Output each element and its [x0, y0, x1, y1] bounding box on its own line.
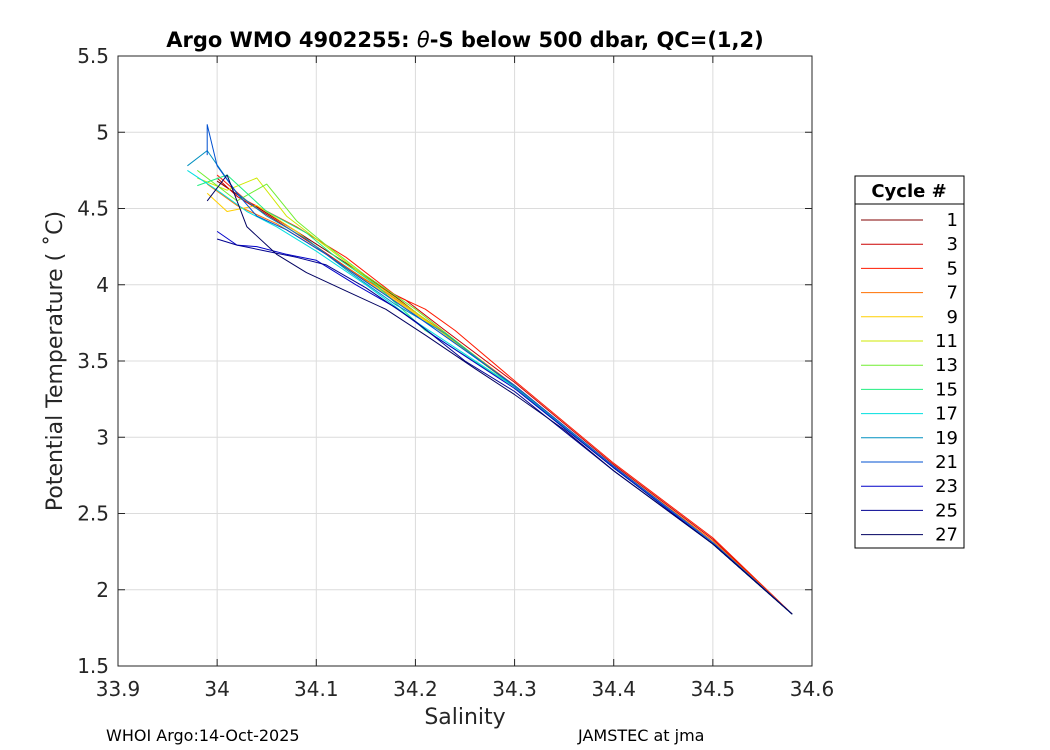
x-tick-label: 34.1 — [294, 677, 339, 701]
series-line-cycle-21 — [206, 124, 793, 615]
x-tick-label: 34.3 — [492, 677, 537, 701]
y-tick-label: 2 — [96, 578, 109, 602]
legend-label-cycle-7: 7 — [947, 283, 958, 304]
legend-label-cycle-19: 19 — [935, 428, 958, 449]
y-tick-label: 1.5 — [77, 654, 109, 678]
legend-label-cycle-11: 11 — [935, 331, 958, 352]
legend-label-cycle-21: 21 — [935, 452, 958, 473]
legend-label-cycle-5: 5 — [947, 258, 958, 279]
y-axis-label: Potential Temperature ( ˚C) — [43, 211, 68, 511]
y-tick-label: 4.5 — [77, 197, 109, 221]
y-tick-label: 5.5 — [77, 44, 109, 68]
series-line-cycle-23 — [216, 230, 793, 615]
legend-label-cycle-15: 15 — [935, 379, 958, 400]
legend-label-cycle-27: 27 — [935, 525, 958, 546]
x-axis-label: Salinity — [424, 705, 505, 730]
x-tick-label: 33.9 — [96, 677, 141, 701]
legend-title: Cycle # — [871, 181, 946, 202]
y-tick-label: 3.5 — [77, 349, 109, 373]
x-tick-label: 34.5 — [691, 677, 736, 701]
y-tick-label: 3 — [96, 425, 109, 449]
legend-label-cycle-23: 23 — [935, 476, 958, 497]
footer-right: JAMSTEC at jma — [577, 726, 704, 745]
legend-label-cycle-9: 9 — [947, 307, 958, 328]
x-tick-label: 34.4 — [591, 677, 636, 701]
y-tick-label: 5 — [96, 120, 109, 144]
x-tick-label: 34.6 — [790, 677, 835, 701]
x-tick-label: 34.2 — [393, 677, 438, 701]
legend-label-cycle-25: 25 — [935, 500, 958, 521]
x-tick-label: 34 — [204, 677, 229, 701]
legend-label-cycle-17: 17 — [935, 404, 958, 425]
series-line-cycle-27 — [206, 174, 793, 615]
y-tick-label: 2.5 — [77, 502, 109, 526]
legend-label-cycle-1: 1 — [947, 210, 958, 231]
chart-title: Argo WMO 4902255: θ-S below 500 dbar, QC… — [166, 28, 763, 52]
y-axis-ticks: 1.5 2 2.5 3 3.5 4 4.5 5 5.5 — [77, 44, 812, 678]
x-axis-ticks: 33.9 34 34.1 34.2 34.3 34.4 34.5 34.6 — [96, 56, 835, 701]
y-tick-label: 4 — [96, 273, 109, 297]
legend-label-cycle-13: 13 — [935, 355, 958, 376]
footer-left: WHOI Argo:14-Oct-2025 — [106, 726, 300, 745]
data-lines — [187, 124, 793, 615]
legend-label-cycle-3: 3 — [947, 234, 958, 255]
